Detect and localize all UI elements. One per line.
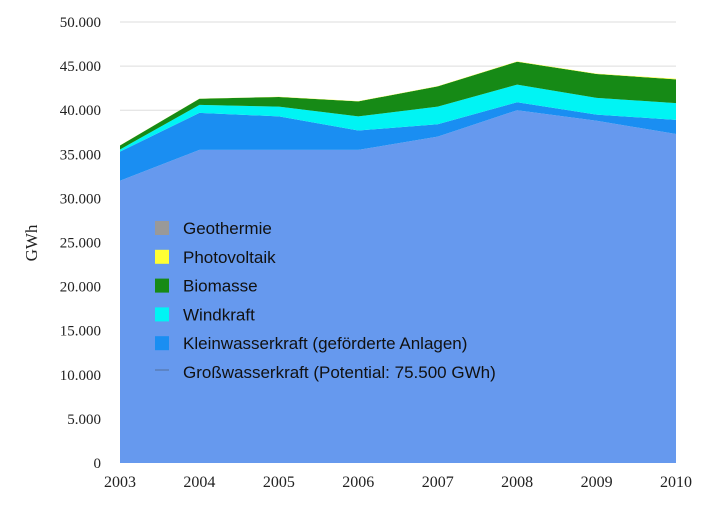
legend-marker bbox=[155, 221, 169, 235]
legend-marker bbox=[155, 307, 169, 322]
x-tick-label: 2010 bbox=[660, 474, 692, 491]
area-series-1 bbox=[120, 102, 676, 181]
x-tick-label: 2009 bbox=[581, 474, 613, 491]
y-tick-label: 50.000 bbox=[60, 15, 101, 31]
legend-marker bbox=[155, 249, 169, 264]
area-series-3 bbox=[120, 61, 676, 150]
area-series-0 bbox=[120, 110, 676, 463]
y-tick-label: 15.000 bbox=[60, 324, 101, 340]
y-tick-label: 0 bbox=[94, 456, 102, 472]
y-tick-label: 25.000 bbox=[60, 236, 101, 252]
legend: Geothermie Photovoltaik Biomasse Windkraft K… bbox=[155, 219, 496, 382]
legend-label: Geothermie bbox=[183, 219, 272, 238]
legend-label: Windkraft bbox=[183, 305, 255, 324]
x-tick-label: 2008 bbox=[501, 474, 533, 491]
legend-label: Kleinwasserkraft (geförderte Anlagen) bbox=[183, 334, 467, 353]
y-tick-label: 30.000 bbox=[60, 191, 101, 207]
x-axis-ticks: 2003 2004 2005 2006 2007 2008 2009 2010 bbox=[104, 474, 692, 491]
area-series-2 bbox=[120, 84, 676, 152]
x-tick-label: 2006 bbox=[342, 474, 374, 491]
y-tick-label: 35.000 bbox=[60, 147, 101, 163]
x-tick-label: 2005 bbox=[263, 474, 295, 491]
y-tick-label: 45.000 bbox=[60, 59, 101, 75]
y-axis-ticks: 0 5.000 10.000 15.000 20.000 25.000 30.000 35.0… bbox=[60, 15, 101, 472]
legend-marker bbox=[155, 278, 169, 293]
x-tick-label: 2007 bbox=[422, 474, 454, 491]
legend-label: Biomasse bbox=[183, 277, 258, 296]
legend-label: Photovoltaik bbox=[183, 248, 276, 267]
y-axis-label: GWh bbox=[22, 224, 41, 261]
legend-marker bbox=[155, 336, 169, 351]
y-tick-label: 20.000 bbox=[60, 280, 101, 296]
y-tick-label: 10.000 bbox=[60, 368, 101, 384]
y-tick-label: 40.000 bbox=[60, 103, 101, 119]
x-tick-label: 2003 bbox=[104, 474, 136, 491]
area-series bbox=[120, 61, 676, 463]
x-tick-label: 2004 bbox=[183, 474, 215, 491]
y-tick-label: 5.000 bbox=[67, 412, 101, 428]
legend-label: Großwasserkraft (Potential: 75.500 GWh) bbox=[183, 363, 496, 382]
